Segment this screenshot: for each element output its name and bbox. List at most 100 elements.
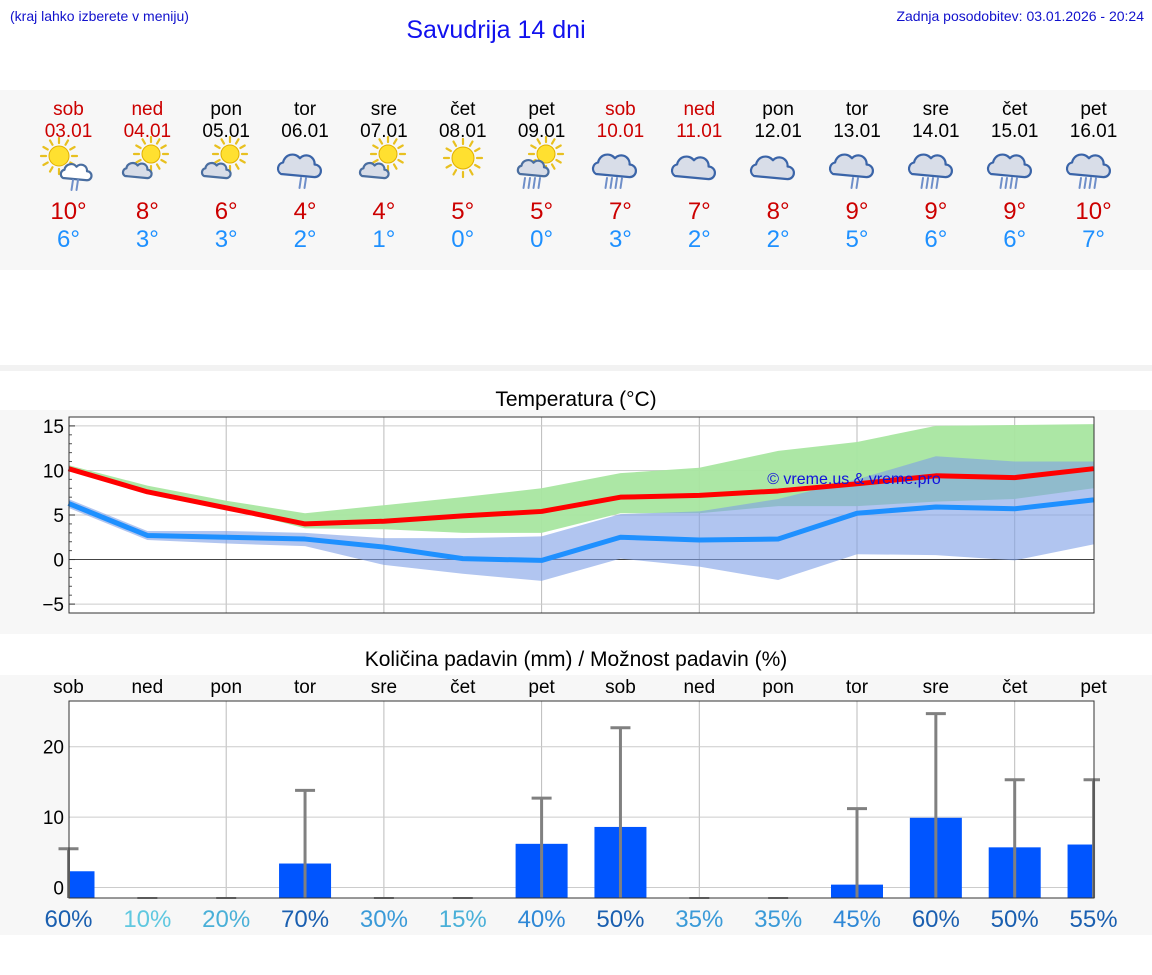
day-min-temp: 6° — [1003, 226, 1027, 253]
day-name: sre — [370, 99, 398, 120]
day-label: pet — [1080, 677, 1107, 698]
day-name: sob — [605, 99, 636, 120]
day-label: ned — [131, 677, 163, 698]
day-min-temp: 6° — [57, 226, 80, 253]
precip-probability: 35% — [675, 906, 723, 933]
last-update: Zadnja posodobitev: 03.01.2026 - 20:24 — [896, 8, 1144, 24]
precip-probability: 35% — [754, 906, 802, 933]
day-max-temp: 9° — [924, 198, 948, 225]
precip-probability: 45% — [833, 906, 881, 933]
day-min-temp: 6° — [924, 226, 948, 253]
precip-probability: 40% — [518, 906, 566, 933]
day-label: sre — [371, 677, 397, 698]
y-tick-label: −5 — [42, 595, 64, 616]
y-tick-label: 0 — [53, 878, 64, 899]
temperature-chart-title: Temperatura (°C) — [495, 388, 657, 411]
y-tick-label: 20 — [43, 738, 64, 759]
day-date: 13.01 — [833, 121, 881, 142]
forecast-strip-background — [0, 90, 1152, 270]
day-date: 10.01 — [596, 121, 645, 142]
day-label: sob — [53, 677, 84, 698]
day-label: pet — [528, 677, 555, 698]
sun-icon — [442, 137, 483, 179]
day-max-temp: 4° — [293, 198, 317, 225]
cloud-heavy-rain-icon — [592, 153, 638, 189]
day-name: čet — [450, 99, 476, 120]
cloud-icon — [671, 155, 717, 181]
day-max-temp: 6° — [214, 198, 238, 225]
day-label: sre — [923, 677, 949, 698]
day-max-temp: 4° — [372, 198, 396, 225]
day-min-temp: 2° — [687, 226, 711, 253]
day-max-temp: 8° — [766, 198, 790, 225]
watermark: © vreme.us & vreme.pro — [767, 471, 941, 488]
day-name: sre — [922, 99, 950, 120]
plot-frame — [68, 416, 1095, 614]
day-max-temp: 7° — [608, 198, 632, 225]
sun-cloud-icon — [358, 136, 406, 180]
day-max-temp: 10° — [50, 198, 87, 225]
day-label: tor — [846, 677, 869, 698]
day-min-temp: 2° — [293, 226, 317, 253]
y-tick-label: 0 — [53, 551, 64, 572]
min-temp-line — [67, 497, 1094, 563]
cloud-rain-icon — [828, 153, 874, 189]
y-tick-label: 10 — [43, 808, 64, 829]
day-label: ned — [683, 677, 715, 698]
precip-bar — [1067, 844, 1094, 898]
max-temp-line — [67, 466, 1094, 527]
day-date: 14.01 — [912, 121, 960, 142]
day-date: 05.01 — [202, 121, 250, 142]
day-max-temp: 7° — [687, 198, 711, 225]
sun-cloud-rain-icon — [39, 136, 93, 191]
day-max-temp: 5° — [530, 198, 554, 225]
day-label: sob — [605, 677, 636, 698]
day-min-temp: 1° — [372, 226, 396, 253]
day-date: 16.01 — [1069, 121, 1118, 142]
day-name: ned — [131, 99, 164, 120]
precip-probability: 60% — [912, 906, 960, 933]
cloud-heavy-rain-icon — [986, 153, 1032, 189]
day-label: čet — [1002, 677, 1028, 698]
day-name: pon — [210, 99, 243, 120]
day-date: 11.01 — [676, 121, 723, 142]
y-tick-label: 10 — [43, 461, 64, 482]
day-date: 07.01 — [360, 121, 408, 142]
location-hint[interactable]: (kraj lahko izberete v meniju) — [10, 8, 189, 24]
precip-bar — [69, 871, 95, 898]
day-min-temp: 3° — [608, 226, 632, 253]
day-name: ned — [683, 99, 716, 120]
day-min-temp: 0° — [530, 226, 554, 253]
plot-frame — [68, 700, 1095, 899]
cloud-heavy-rain-icon — [907, 153, 953, 189]
day-name: pet — [1080, 99, 1107, 120]
day-label: pon — [762, 677, 794, 698]
sun-cloud-icon — [122, 136, 170, 180]
precip-probability: 10% — [123, 906, 171, 933]
day-date: 15.01 — [990, 121, 1039, 142]
day-date: 03.01 — [44, 121, 93, 142]
day-name: tor — [293, 99, 317, 120]
sun-cloud-icon — [201, 136, 249, 180]
day-max-temp: 8° — [135, 198, 159, 225]
day-min-temp: 0° — [451, 226, 475, 253]
precipitation-chart-title: Količina padavin (mm) / Možnost padavin … — [364, 648, 788, 671]
precip-probability: 15% — [439, 906, 487, 933]
day-date: 12.01 — [754, 121, 802, 142]
sun-cloud-heavy-rain-icon — [516, 136, 564, 189]
day-label: čet — [450, 677, 476, 698]
day-name: sob — [53, 99, 84, 120]
day-min-temp: 3° — [135, 226, 159, 253]
day-date: 06.01 — [281, 121, 329, 142]
day-label: pon — [210, 677, 242, 698]
precip-probability: 50% — [991, 906, 1039, 933]
precip-probability: 70% — [281, 906, 329, 933]
y-tick-label: 15 — [43, 417, 64, 438]
page-title: Savudrija 14 dni — [406, 16, 586, 44]
day-min-temp: 7° — [1082, 226, 1106, 253]
day-date: 04.01 — [123, 121, 172, 142]
day-min-temp: 3° — [214, 226, 238, 253]
precip-probability: 60% — [44, 906, 92, 933]
day-label: tor — [294, 677, 317, 698]
temperature-chart: 15 10 5 0 −5 © vreme.us & vreme.pro — [42, 416, 1095, 616]
